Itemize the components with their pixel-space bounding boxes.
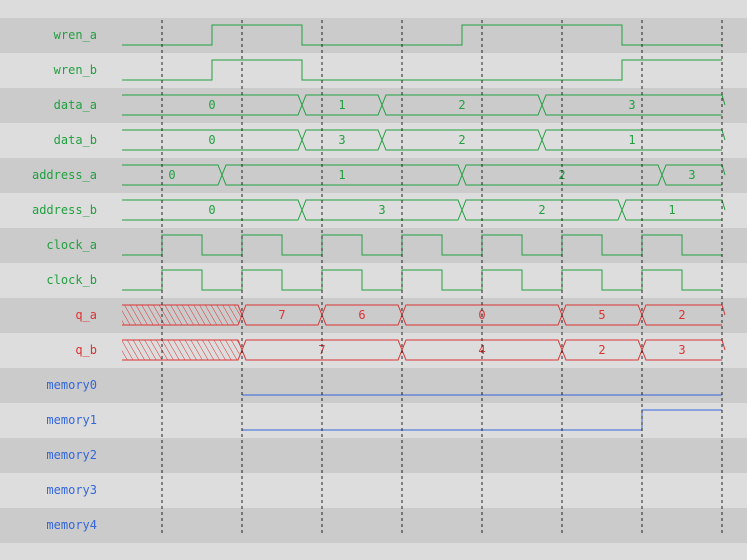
bus-value: 1 — [338, 168, 345, 182]
signal-label: clock_a — [46, 238, 97, 252]
bus-value: 3 — [678, 343, 685, 357]
bus-value: 2 — [558, 168, 565, 182]
bus-segment — [641, 304, 726, 326]
row-band — [0, 263, 747, 298]
signal-address-b[interactable]: address_b 0 3 2 1 — [32, 199, 726, 221]
bus-value: 0 — [168, 168, 175, 182]
bus-segment — [621, 199, 726, 221]
row-band — [0, 403, 747, 438]
signal-label: address_a — [32, 168, 97, 182]
bus-value: 0 — [208, 133, 215, 147]
row-band — [0, 438, 747, 473]
signal-wren-b[interactable]: wren_b — [54, 59, 722, 81]
bus-value: 2 — [538, 203, 545, 217]
row-band — [0, 298, 747, 333]
bus-value: 6 — [358, 308, 365, 322]
bus-value: 5 — [598, 308, 605, 322]
signal-data-b[interactable]: data_b 0 3 2 1 — [54, 129, 726, 151]
signal-label: wren_b — [54, 63, 97, 77]
waveform-trace — [242, 409, 722, 431]
bus-value: 2 — [458, 98, 465, 112]
signal-label: data_a — [54, 98, 97, 112]
row-band — [0, 368, 747, 403]
bus-value: 3 — [628, 98, 635, 112]
signal-label: memory4 — [46, 518, 97, 532]
signal-address-a[interactable]: address_a 0 1 2 3 — [32, 164, 726, 186]
bus-value: 2 — [458, 133, 465, 147]
row-band — [0, 18, 747, 53]
bus-value: 3 — [688, 168, 695, 182]
bus-segment — [641, 339, 726, 361]
signal-label: memory3 — [46, 483, 97, 497]
bus-segment — [541, 129, 726, 151]
signal-label: address_b — [32, 203, 97, 217]
bus-value: 2 — [598, 343, 605, 357]
clock-trace — [122, 234, 722, 256]
signal-memory3[interactable]: memory3 — [46, 483, 97, 497]
signal-label: memory0 — [46, 378, 97, 392]
bus-value: 3 — [378, 203, 385, 217]
signal-memory2[interactable]: memory2 — [46, 448, 97, 462]
bus-value: 2 — [678, 308, 685, 322]
bus-value: 1 — [668, 203, 675, 217]
row-band — [0, 193, 747, 228]
signal-clock-b[interactable]: clock_b — [46, 269, 722, 291]
row-band — [0, 123, 747, 158]
bus-value: 1 — [628, 133, 635, 147]
signal-label: clock_b — [46, 273, 97, 287]
clock-trace — [122, 269, 722, 291]
signal-label: q_b — [75, 343, 97, 357]
row-band — [0, 228, 747, 263]
signal-label: q_a — [75, 308, 97, 322]
bus-value: 0 — [208, 98, 215, 112]
unknown-value-segment — [122, 304, 243, 326]
signal-clock-a[interactable]: clock_a — [46, 234, 722, 256]
signal-label: memory2 — [46, 448, 97, 462]
waveform-trace — [122, 59, 722, 81]
bus-segment — [661, 164, 726, 186]
signal-label: memory1 — [46, 413, 97, 427]
signal-wren-a[interactable]: wren_a — [54, 24, 722, 46]
waveform-trace — [122, 24, 722, 46]
bus-value: 3 — [338, 133, 345, 147]
signal-memory1[interactable]: memory1 — [46, 409, 722, 431]
signal-label: wren_a — [54, 28, 97, 42]
row-band — [0, 508, 747, 543]
unknown-value-segment — [122, 339, 243, 361]
row-band — [0, 158, 747, 193]
signal-label: data_b — [54, 133, 97, 147]
row-band — [0, 473, 747, 508]
row-band — [0, 53, 747, 88]
row-band — [0, 333, 747, 368]
row-band — [0, 88, 747, 123]
bus-segment — [541, 94, 726, 116]
signal-memory4[interactable]: memory4 — [46, 518, 97, 532]
bus-value: 0 — [208, 203, 215, 217]
bus-value: 7 — [278, 308, 285, 322]
signal-data-a[interactable]: data_a 0 1 2 3 — [54, 94, 726, 116]
bus-value: 1 — [338, 98, 345, 112]
